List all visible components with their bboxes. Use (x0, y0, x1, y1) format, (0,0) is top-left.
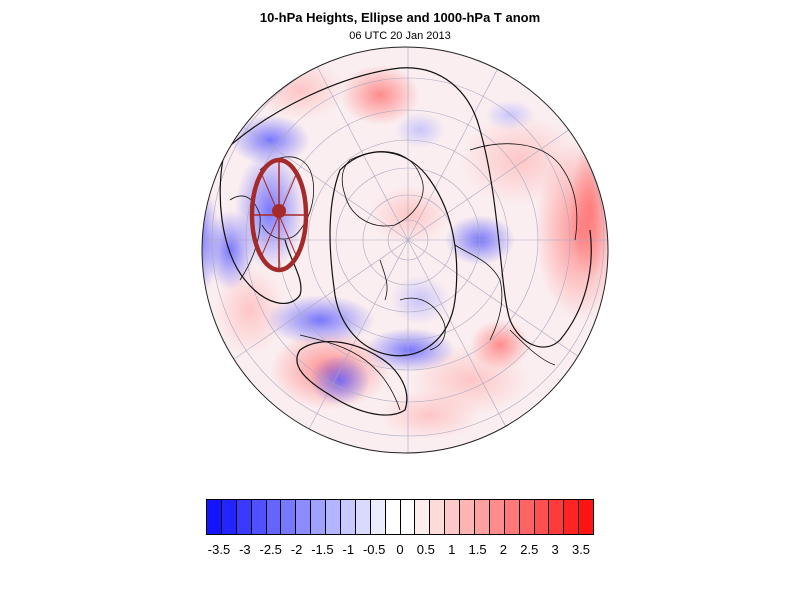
colorbar-tick-label: -1.5 (311, 542, 334, 557)
colorbar (206, 499, 594, 535)
colorbar-cell (266, 500, 282, 534)
colorbar-cell (460, 500, 476, 534)
colorbar-cell (236, 500, 252, 534)
colorbar-tick-label: -0.5 (362, 542, 386, 557)
colorbar-tick-label: -2 (290, 542, 303, 557)
colorbar-cell (534, 500, 550, 534)
colorbar-tick-label: 2.5 (520, 542, 539, 557)
colorbar-cell (415, 500, 431, 534)
colorbar-cell (489, 500, 505, 534)
colorbar-cell (564, 500, 580, 534)
vortex-ellipse (249, 157, 309, 273)
colorbar-tick-label: 1 (448, 542, 456, 557)
colorbar-cell (430, 500, 446, 534)
colorbar-cell (549, 500, 565, 534)
ellipse-center-marker (272, 204, 286, 218)
map-subtitle: 06 UTC 20 Jan 2013 (349, 30, 451, 42)
colorbar-cell (207, 500, 222, 534)
colorbar-tick-label: 2 (499, 542, 508, 557)
colorbar-tick-label: 3 (551, 542, 559, 557)
colorbar-cell (326, 500, 342, 534)
height-contours (219, 67, 592, 416)
colorbar-cell (251, 500, 267, 534)
map-title: 10-hPa Heights, Ellipse and 1000-hPa T a… (259, 10, 541, 25)
colorbar-tick-label: 3.5 (571, 542, 591, 557)
colorbar-cell (370, 500, 386, 534)
colorbar-cell (445, 500, 461, 534)
colorbar-cell (400, 500, 416, 534)
colorbar-cell (221, 500, 237, 534)
colorbar-cell (281, 500, 297, 534)
colorbar-cell (296, 500, 312, 534)
colorbar-cell (504, 500, 520, 534)
colorbar-cell (579, 500, 594, 534)
colorbar-tick-label: 1.5 (468, 542, 487, 557)
colorbar-cell (519, 500, 535, 534)
colorbar-cell (311, 500, 327, 534)
globe-border (201, 46, 609, 454)
colorbar-cell (385, 500, 401, 534)
colorbar-labels: -3.5 -3 -2.5 -2 -1.5 -1 -0.5 0 0.5 1 1.5 2 2.5 3 3.5 (0, 542, 800, 562)
colorbar-tick-label: -2.5 (259, 542, 282, 557)
colorbar-tick-label: 0.5 (416, 542, 435, 557)
colorbar-tick-label: -3.5 (207, 542, 231, 557)
colorbar-tick-label: -1 (342, 542, 355, 557)
colorbar-tick-label: -3 (239, 542, 251, 557)
colorbar-cell (355, 500, 371, 534)
colorbar-tick-label: 0 (396, 542, 404, 557)
colorbar-cell (475, 500, 490, 534)
polar-map (201, 46, 609, 454)
anomaly-field (202, 47, 608, 453)
colorbar-cell (341, 500, 356, 534)
